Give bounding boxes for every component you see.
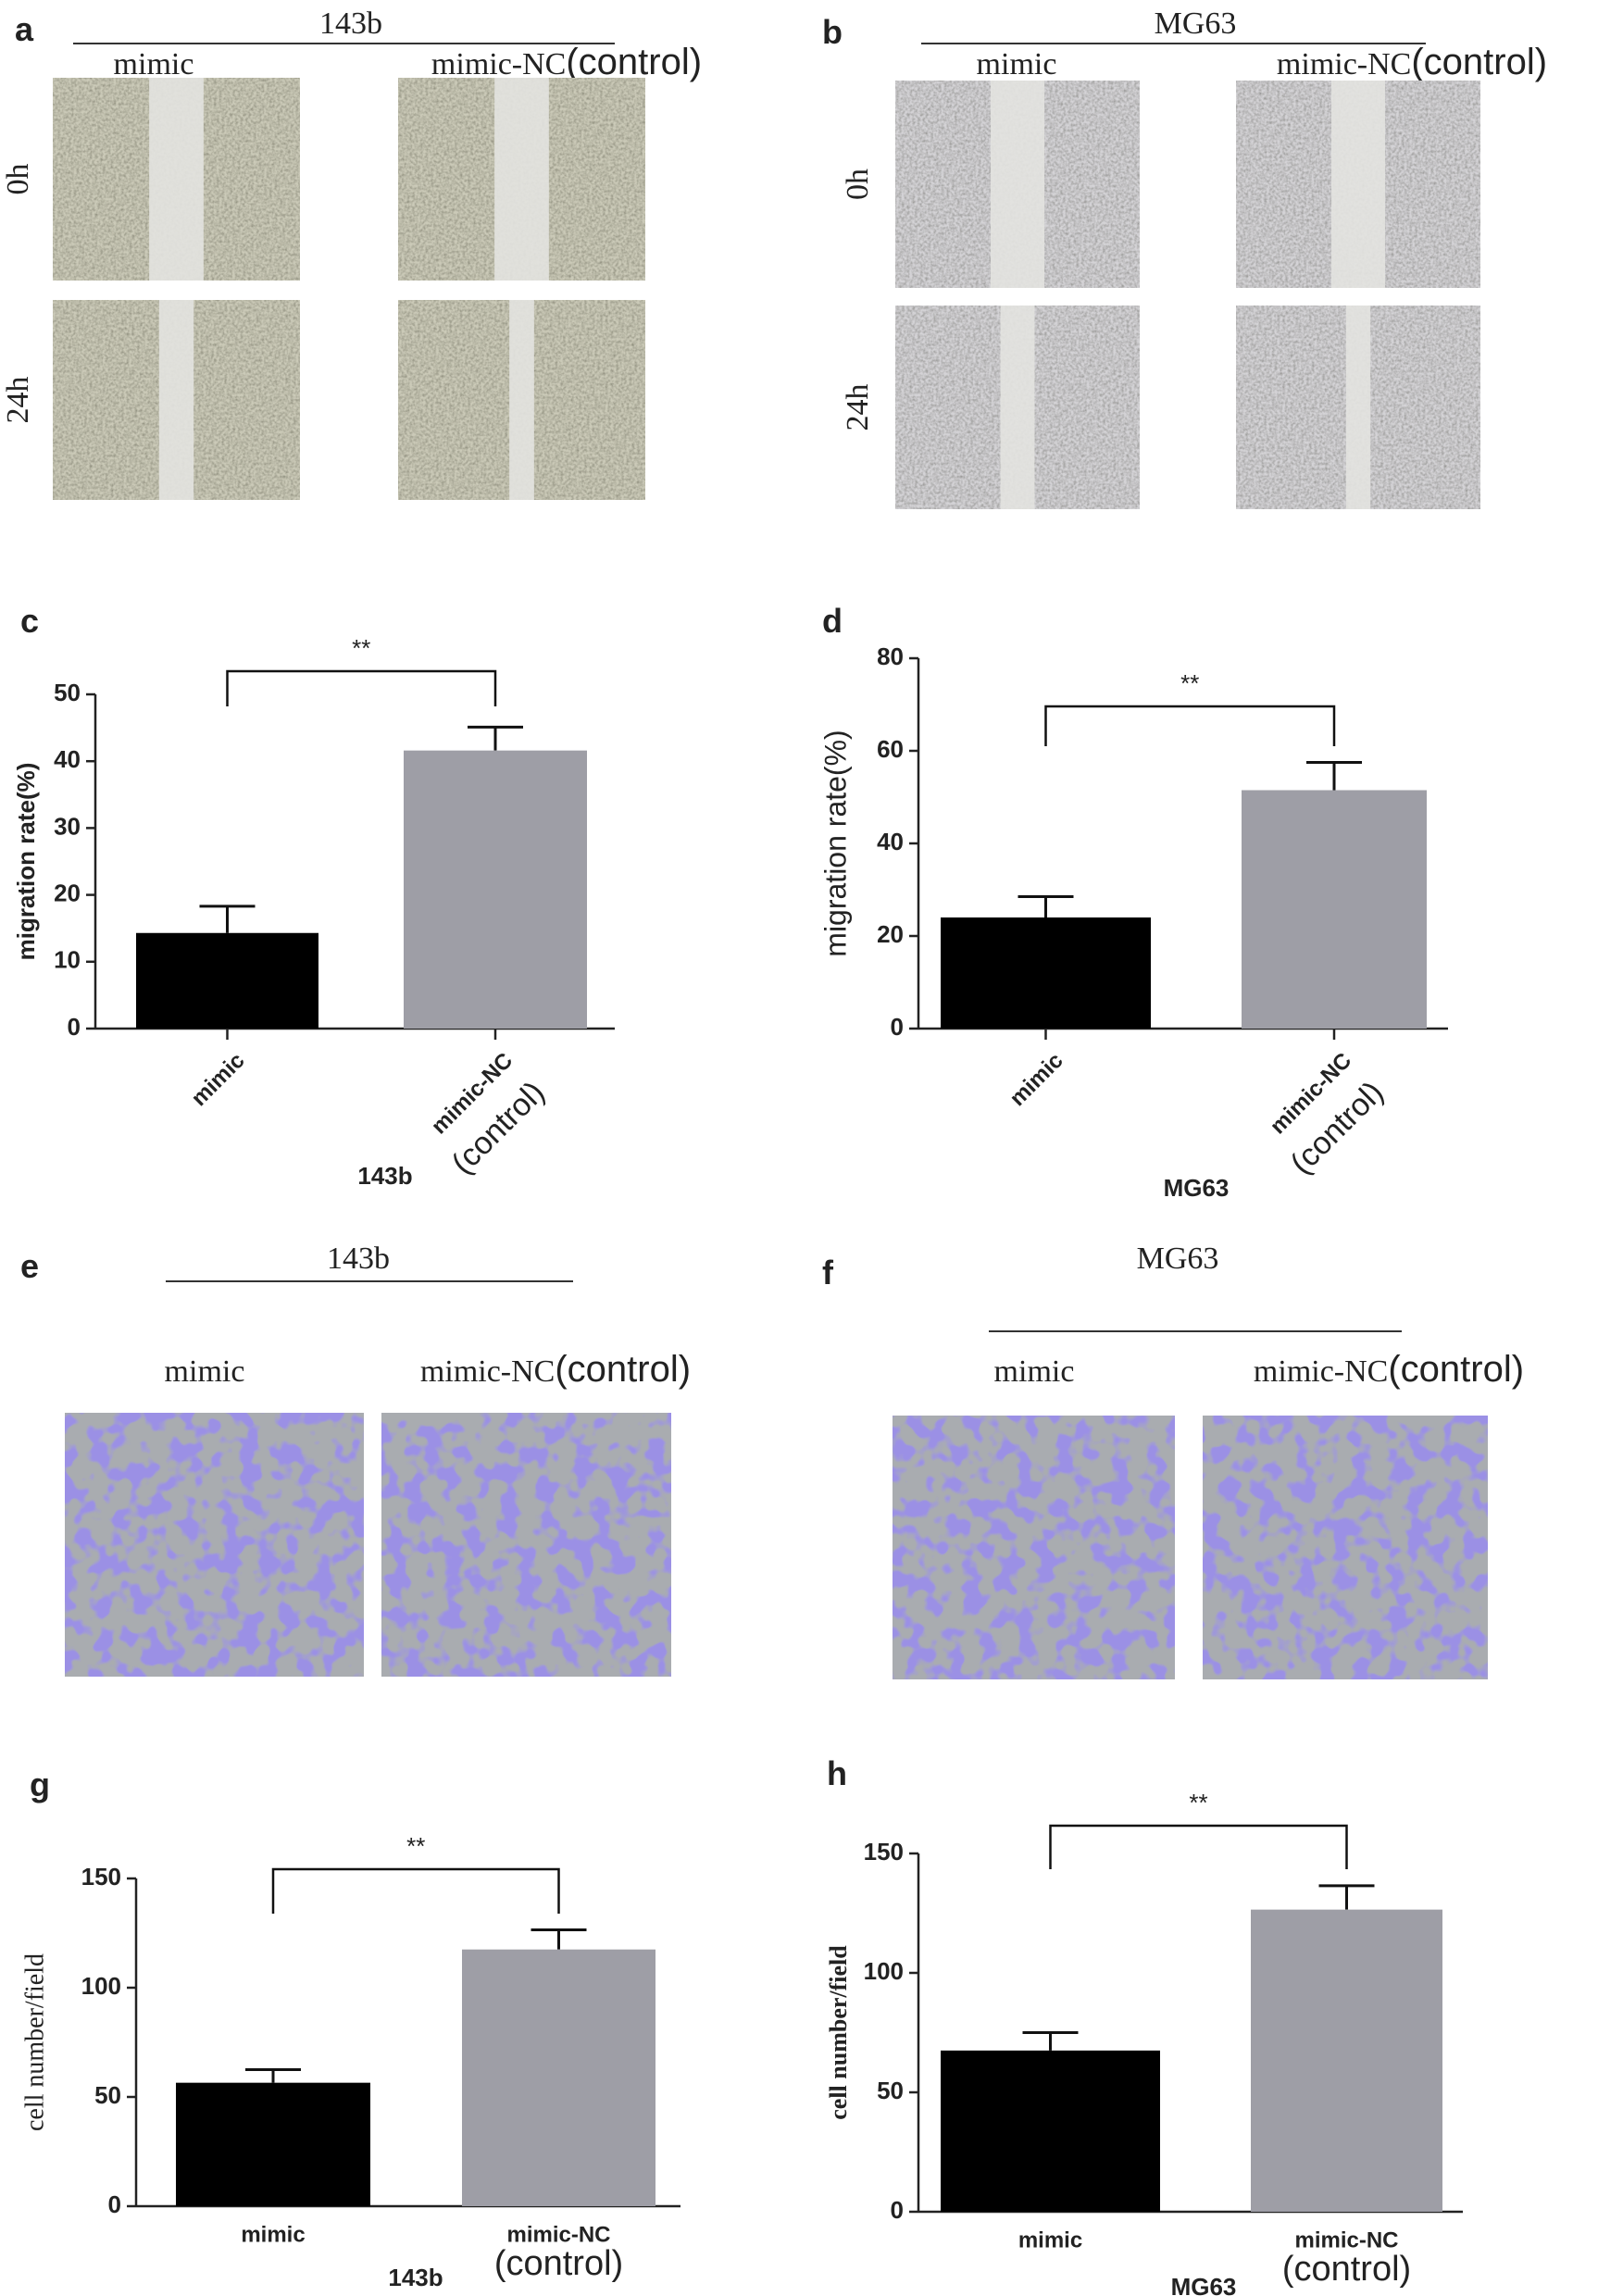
group-title: MG63	[1137, 1242, 1219, 1276]
panel-label: g	[30, 1766, 50, 1803]
column-label: mimic-NC(control)	[1254, 1349, 1524, 1390]
y-tick-label: 20	[877, 920, 904, 948]
bar	[941, 917, 1151, 1029]
wound-gap	[509, 300, 534, 500]
category-note: (control)	[1282, 2250, 1411, 2289]
y-axis-label: migration rate(%)	[12, 763, 40, 961]
control-label: (control)	[566, 42, 702, 82]
x-tick-label: mimic	[1018, 2227, 1082, 2252]
x-axis-label: 143b	[357, 1162, 412, 1190]
panel-label: b	[822, 13, 843, 51]
y-tick-label: 30	[54, 812, 81, 840]
column-label: mimic-NC(control)	[420, 1349, 691, 1390]
wound-gap	[149, 78, 204, 281]
y-tick-label: 20	[54, 879, 81, 906]
row-label: 0h	[841, 168, 875, 200]
panel-label: d	[822, 602, 843, 640]
significance-bracket	[271, 1867, 560, 1914]
y-tick-label: 0	[68, 1013, 81, 1041]
column-label: mimic	[977, 47, 1057, 81]
row-label: 24h	[1, 377, 35, 424]
significance-label: **	[1180, 669, 1199, 697]
micrograph	[65, 1413, 364, 1677]
x-tick-label: mimic-NC	[1294, 2227, 1398, 2252]
panel-label: a	[15, 10, 34, 48]
column-name: mimic-NC	[1277, 47, 1411, 81]
y-tick-label: 100	[81, 1972, 121, 2000]
significance-label: **	[1189, 1789, 1207, 1816]
wound-gap	[990, 81, 1045, 288]
micrograph	[893, 1416, 1175, 1679]
y-tick-label: 10	[54, 946, 81, 974]
x-axis-label: 143b	[388, 2264, 443, 2291]
x-tick-label: mimic	[1005, 1048, 1067, 1111]
y-tick-label: 0	[108, 2190, 121, 2218]
y-tick-label: 50	[877, 2077, 904, 2104]
y-axis-label: cell number/field	[20, 1953, 49, 2131]
y-tick-label: 40	[54, 745, 81, 773]
bar	[136, 932, 318, 1029]
column-label: mimic	[114, 47, 194, 81]
row-label: 24h	[841, 384, 875, 431]
x-axis-label: MG63	[1171, 2273, 1237, 2296]
y-axis-label: migration rate(%)	[818, 730, 852, 956]
panel-label: f	[822, 1254, 834, 1292]
wound-gap	[494, 78, 549, 281]
micrograph	[1203, 1416, 1488, 1679]
wound-gap	[158, 300, 194, 500]
significance-label: **	[406, 1832, 425, 1860]
micrograph	[381, 1413, 671, 1677]
group-title: 143b	[319, 6, 382, 41]
significance-bracket	[1044, 705, 1336, 746]
bar	[1242, 790, 1427, 1029]
x-tick-label: mimic	[241, 2222, 305, 2247]
y-tick-label: 0	[891, 1013, 904, 1041]
y-tick-label: 150	[864, 1838, 904, 1866]
group-title: MG63	[1155, 6, 1237, 41]
wound-gap	[1000, 306, 1035, 509]
column-name: mimic-NC	[1254, 1354, 1388, 1389]
wound-gap	[1330, 81, 1386, 288]
y-tick-label: 40	[877, 828, 904, 855]
column-label: mimic	[165, 1354, 245, 1389]
wound-gap	[1345, 306, 1371, 509]
y-tick-label: 60	[877, 735, 904, 763]
bar	[941, 2050, 1160, 2212]
x-tick-label: mimic-NC	[506, 2222, 610, 2247]
x-tick-label: mimic	[186, 1048, 249, 1111]
category-note: (control)	[494, 2244, 623, 2283]
y-tick-label: 50	[54, 679, 81, 706]
panel-label: e	[20, 1247, 39, 1285]
x-axis-label: MG63	[1164, 1174, 1230, 1202]
significance-bracket	[226, 669, 497, 706]
column-name: mimic-NC	[420, 1354, 555, 1389]
control-label: (control)	[1388, 1349, 1524, 1390]
bar	[404, 750, 587, 1029]
group-title: 143b	[327, 1242, 390, 1276]
control-label: (control)	[555, 1349, 691, 1390]
row-label: 0h	[1, 164, 35, 195]
column-name: mimic-NC	[431, 47, 566, 81]
y-tick-label: 80	[877, 643, 904, 670]
panel-label: h	[827, 1754, 847, 1792]
y-tick-label: 0	[891, 2196, 904, 2224]
y-axis-label: cell number/field	[825, 1945, 852, 2120]
significance-bracket	[1049, 1824, 1348, 1869]
y-tick-label: 150	[81, 1863, 121, 1890]
bar	[1251, 1909, 1442, 2212]
significance-label: **	[352, 634, 370, 662]
column-label: mimic	[994, 1354, 1075, 1389]
panel-label: c	[20, 602, 39, 640]
y-tick-label: 50	[94, 2081, 121, 2109]
bar	[176, 2082, 370, 2206]
column-label: mimic-NC(control)	[431, 42, 702, 82]
y-tick-label: 100	[864, 1957, 904, 1985]
bar	[462, 1949, 655, 2206]
column-label: mimic-NC(control)	[1277, 42, 1547, 82]
control-label: (control)	[1411, 42, 1547, 82]
